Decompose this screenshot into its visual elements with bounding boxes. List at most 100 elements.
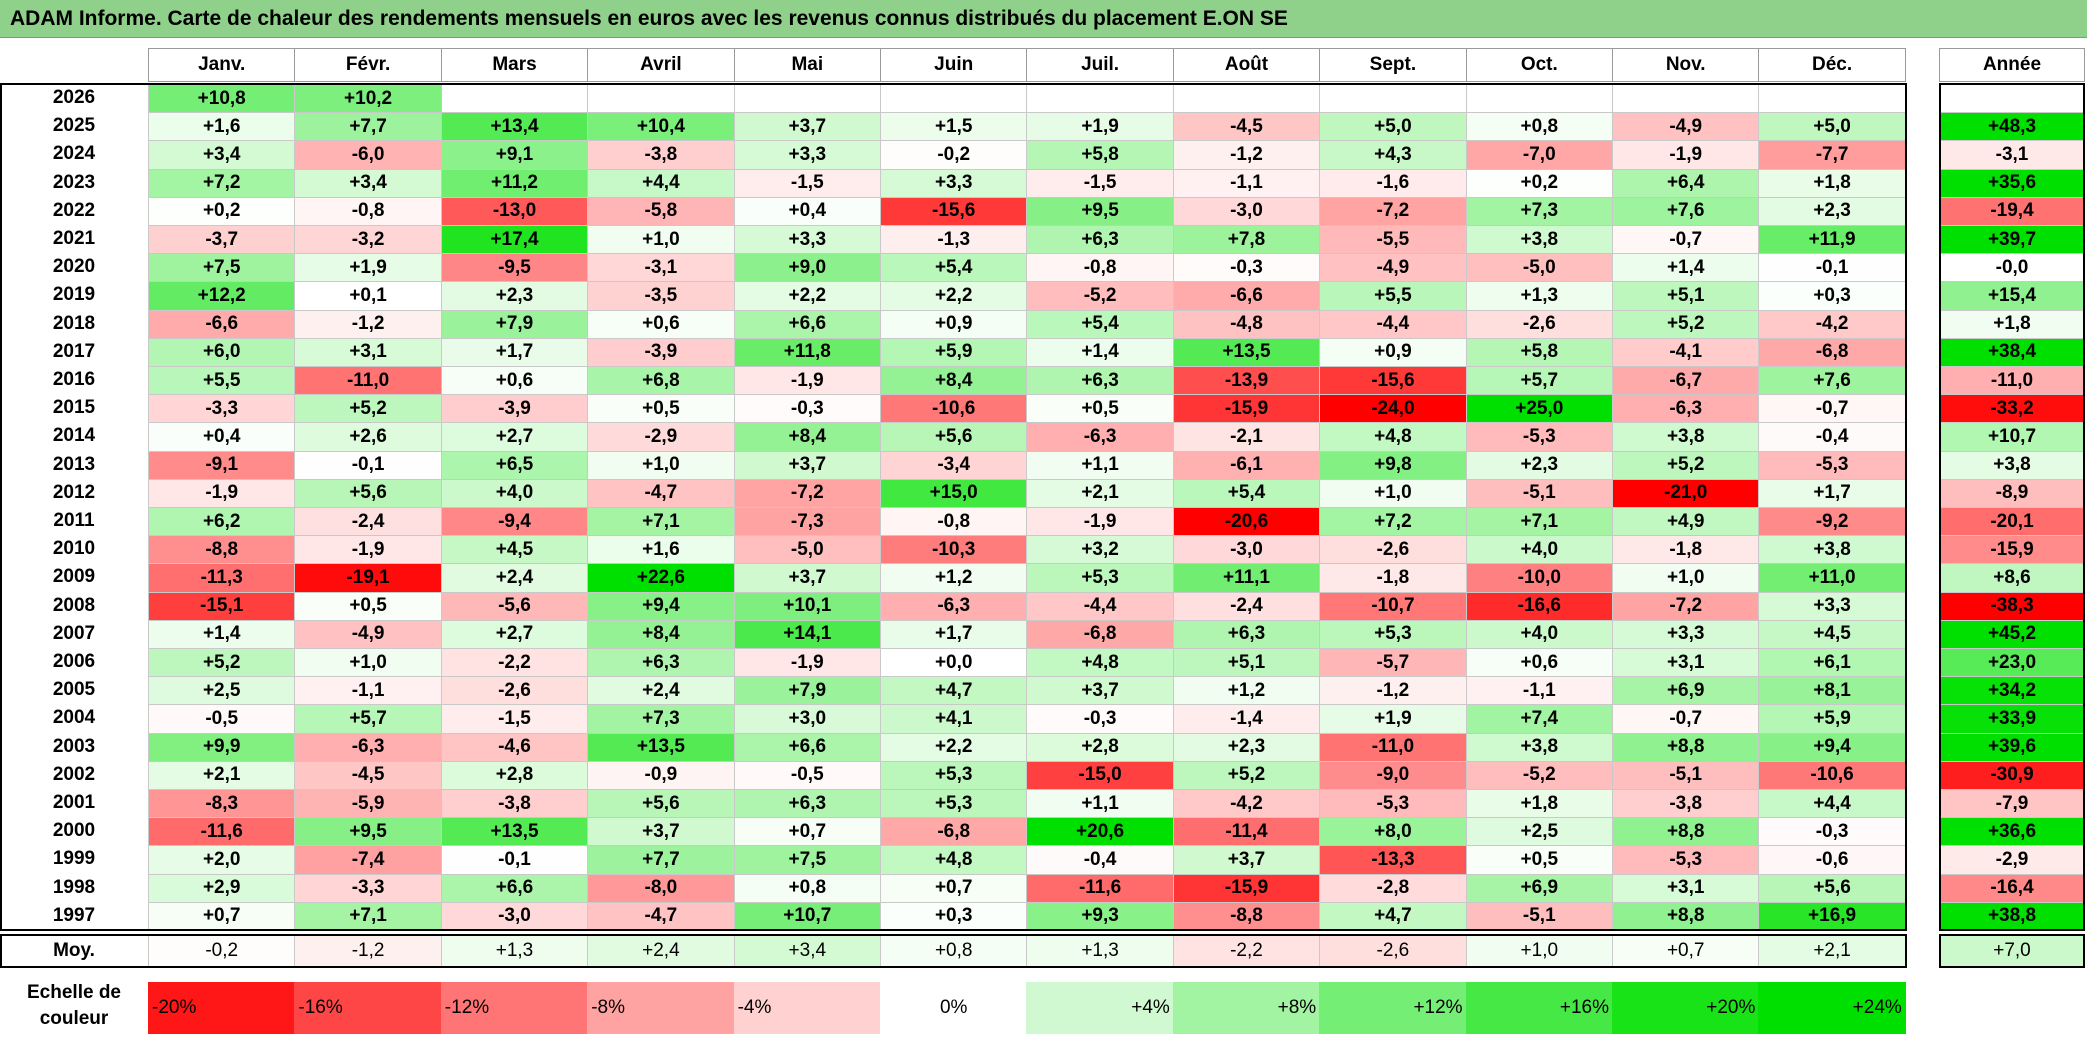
heatmap-cell: +7,2 — [148, 168, 296, 198]
heatmap-cell: +0,5 — [1465, 845, 1613, 875]
heatmap-cell — [880, 84, 1028, 114]
heatmap-cell: -3,2 — [294, 225, 442, 255]
heatmap-cell: -4,7 — [587, 478, 735, 508]
heatmap-cell: +0,4 — [733, 196, 881, 226]
heatmap-cell: +0,3 — [1758, 281, 1906, 311]
heatmap-cell: +9,9 — [148, 732, 296, 762]
heatmap-cell: +5,9 — [1758, 704, 1906, 734]
heatmap-cell: -9,4 — [440, 507, 589, 537]
color-scale-swatch: -4% — [733, 982, 881, 1034]
heatmap-cell: -0,3 — [1026, 704, 1174, 734]
month-header: Sept. — [1319, 48, 1467, 82]
heatmap-cell: -15,1 — [148, 591, 296, 621]
heatmap-cell: +2,5 — [1465, 817, 1613, 847]
heatmap-cell: +8,8 — [1612, 817, 1760, 847]
heatmap-cell: +11,0 — [1758, 563, 1906, 593]
heatmap-cell: +2,1 — [148, 760, 296, 790]
heatmap-cell: +8,4 — [880, 366, 1028, 396]
heatmap-cell: -3,0 — [1172, 196, 1321, 226]
year-label: 2002 — [52, 763, 96, 785]
heatmap-cell: +3,1 — [1612, 873, 1760, 903]
annual-cell: -38,3 — [1939, 591, 2085, 621]
heatmap-cell: -6,8 — [1026, 619, 1174, 649]
heatmap-cell: +9,3 — [1026, 901, 1174, 931]
color-scale-label: Echelle de couleur — [0, 980, 148, 1035]
heatmap-cell: +1,6 — [587, 535, 735, 565]
heatmap-cell: +5,5 — [1319, 281, 1467, 311]
heatmap-cell: -8,8 — [148, 535, 296, 565]
heatmap-cell: +7,4 — [1465, 704, 1613, 734]
year-label: 2016 — [52, 369, 96, 391]
heatmap-cell: -5,5 — [1319, 225, 1467, 255]
heatmap-cell: -2,4 — [1172, 591, 1321, 621]
year-label: 2025 — [52, 115, 96, 137]
annual-cell: +38,8 — [1939, 901, 2085, 931]
heatmap-cell: +5,3 — [880, 760, 1028, 790]
heatmap-cell: +13,5 — [1172, 337, 1321, 367]
heatmap-cell: +2,5 — [148, 676, 296, 706]
average-cell: +1,0 — [1465, 934, 1613, 968]
year-label: 2009 — [52, 566, 96, 588]
heatmap-cell: -0,1 — [294, 450, 442, 480]
heatmap-cell: +11,9 — [1758, 225, 1906, 255]
heatmap-cell: +20,6 — [1026, 817, 1174, 847]
heatmap-cell: -1,5 — [733, 168, 881, 198]
heatmap-cell: -11,0 — [1319, 732, 1467, 762]
heatmap-cell: +6,0 — [148, 337, 296, 367]
heatmap-cell: +8,8 — [1612, 732, 1760, 762]
heatmap-cell: +7,6 — [1612, 196, 1760, 226]
heatmap-cell: +9,0 — [733, 253, 881, 283]
heatmap-cell: -5,9 — [294, 789, 442, 819]
year-label: 1998 — [52, 876, 96, 898]
heatmap-cell: +1,8 — [1758, 168, 1906, 198]
heatmap-cell: -1,1 — [294, 676, 442, 706]
heatmap-cell: -4,1 — [1612, 337, 1760, 367]
heatmap-cell: +8,4 — [733, 422, 881, 452]
heatmap-cell: +3,0 — [733, 704, 881, 734]
color-scale-swatch: +20% — [1612, 982, 1760, 1034]
heatmap-cell: +5,7 — [1465, 366, 1613, 396]
heatmap-cell: +0,9 — [880, 309, 1028, 339]
color-scale-swatch: -20% — [148, 982, 296, 1034]
month-header: Nov. — [1612, 48, 1760, 82]
heatmap-cell: +3,3 — [1758, 591, 1906, 621]
average-cell: -2,6 — [1319, 934, 1467, 968]
heatmap-cell: -6,6 — [1172, 281, 1321, 311]
color-scale-swatch: -16% — [294, 982, 442, 1034]
heatmap-cell: +3,4 — [294, 168, 442, 198]
heatmap-cell: -5,2 — [1465, 760, 1613, 790]
color-scale-swatch: +8% — [1172, 982, 1321, 1034]
heatmap-cell: +5,4 — [1026, 309, 1174, 339]
heatmap-cell: +0,2 — [1465, 168, 1613, 198]
heatmap-cell: +4,1 — [880, 704, 1028, 734]
heatmap-cell: +1,7 — [440, 337, 589, 367]
heatmap-cell: +3,7 — [733, 563, 881, 593]
heatmap-cell: -3,4 — [880, 450, 1028, 480]
heatmap-cell: -6,3 — [880, 591, 1028, 621]
heatmap-cell: +6,6 — [733, 732, 881, 762]
year-label: 2023 — [52, 171, 96, 193]
heatmap-cell: -1,9 — [294, 535, 442, 565]
heatmap-cell: +4,7 — [880, 676, 1028, 706]
heatmap-cell: +5,4 — [880, 253, 1028, 283]
heatmap-cell: +6,4 — [1612, 168, 1760, 198]
annual-cell: -11,0 — [1939, 366, 2085, 396]
heatmap-cell: -5,3 — [1758, 450, 1906, 480]
heatmap-cell: +5,7 — [294, 704, 442, 734]
heatmap-cell: -6,1 — [1172, 450, 1321, 480]
heatmap-cell: +5,2 — [1172, 760, 1321, 790]
heatmap-cell: +7,9 — [733, 676, 881, 706]
heatmap-cell: +5,6 — [587, 789, 735, 819]
heatmap-cell: +3,7 — [1026, 676, 1174, 706]
heatmap-cell: -4,2 — [1758, 309, 1906, 339]
heatmap-cell: +2,3 — [440, 281, 589, 311]
heatmap-cell: +0,9 — [1319, 337, 1467, 367]
heatmap-cell: -10,6 — [880, 394, 1028, 424]
heatmap-cell: -1,2 — [1319, 676, 1467, 706]
heatmap-cell: -1,9 — [148, 478, 296, 508]
heatmap-cell: +5,2 — [148, 648, 296, 678]
heatmap-cell: -1,2 — [1172, 140, 1321, 170]
month-header: Janv. — [148, 48, 296, 82]
heatmap-cell: +7,7 — [587, 845, 735, 875]
heatmap-cell: -1,5 — [1026, 168, 1174, 198]
